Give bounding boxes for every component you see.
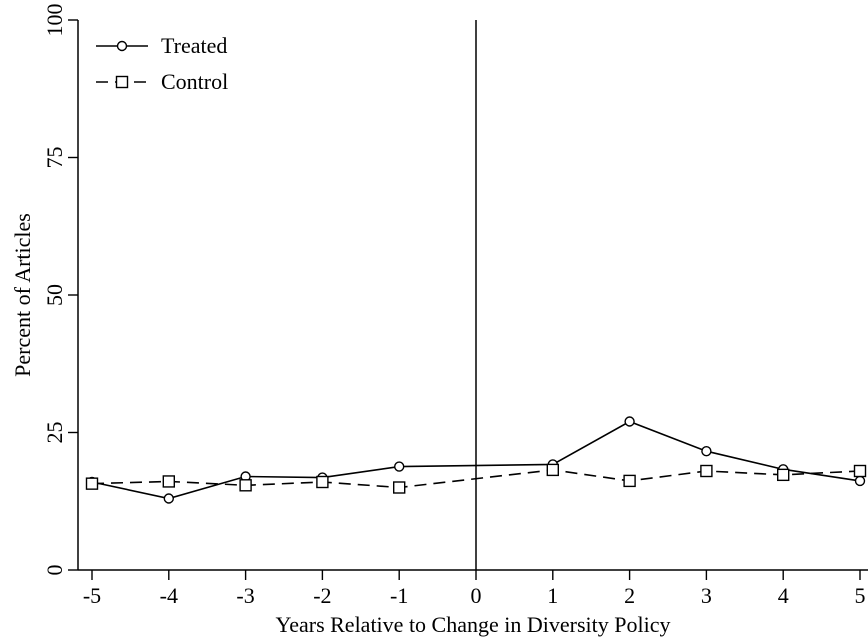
series-treated-line [91, 420, 861, 500]
series-control-point [853, 464, 867, 478]
legend-control-label: Control [161, 69, 228, 94]
x-axis-title: Years Relative to Change in Diversity Po… [276, 612, 671, 637]
series-layer [85, 416, 867, 504]
x-tick-label: 2 [624, 583, 635, 608]
x-tick-label: 4 [778, 583, 789, 608]
series-control-point [700, 464, 713, 478]
axes [77, 20, 868, 571]
series-control-point [546, 463, 559, 477]
legend-control-square-icon [115, 75, 129, 89]
series-control-point [162, 475, 176, 488]
x-tick-label: 5 [855, 583, 866, 608]
series-treated-point [394, 461, 405, 472]
series-treated-point [624, 416, 635, 427]
x-tick-label: -5 [83, 583, 101, 608]
series-control-point [316, 475, 329, 489]
y-tick-label: 50 [42, 284, 67, 306]
series-treated-point [701, 446, 712, 457]
legend-treated-label: Treated [161, 33, 227, 58]
x-tick-label: 1 [547, 583, 558, 608]
y-tick-label: 75 [42, 147, 67, 169]
series-control-point [85, 477, 99, 490]
x-tick-label: -4 [160, 583, 178, 608]
y-axis-title: Percent of Articles [10, 213, 35, 377]
x-tick-label: 3 [701, 583, 712, 608]
series-control-point [239, 479, 252, 492]
y-tick-label: 0 [42, 565, 67, 576]
series-treated-point [854, 475, 866, 487]
x-tick-label: -3 [236, 583, 254, 608]
series-control-point [777, 468, 790, 482]
legend-item-control: Control [96, 69, 228, 94]
legend-item-treated: Treated [96, 33, 227, 58]
series-control-point [623, 474, 636, 488]
y-tick-label: 25 [42, 422, 67, 444]
series-treated-point [163, 493, 175, 504]
legend-treated-circle-icon [116, 40, 128, 52]
y-tick-label: 100 [42, 4, 67, 37]
series-control-line [91, 469, 861, 489]
x-tick-label: -1 [390, 583, 408, 608]
x-tick-label: -2 [313, 583, 331, 608]
x-tick-label: 0 [471, 583, 482, 608]
x-ticks: -5 -4 -3 -2 -1 0 1 2 3 4 5 [83, 570, 866, 608]
y-ticks: 0 25 50 75 100 [42, 4, 78, 576]
series-control-point [393, 481, 406, 494]
legend: Treated Control [96, 33, 228, 94]
